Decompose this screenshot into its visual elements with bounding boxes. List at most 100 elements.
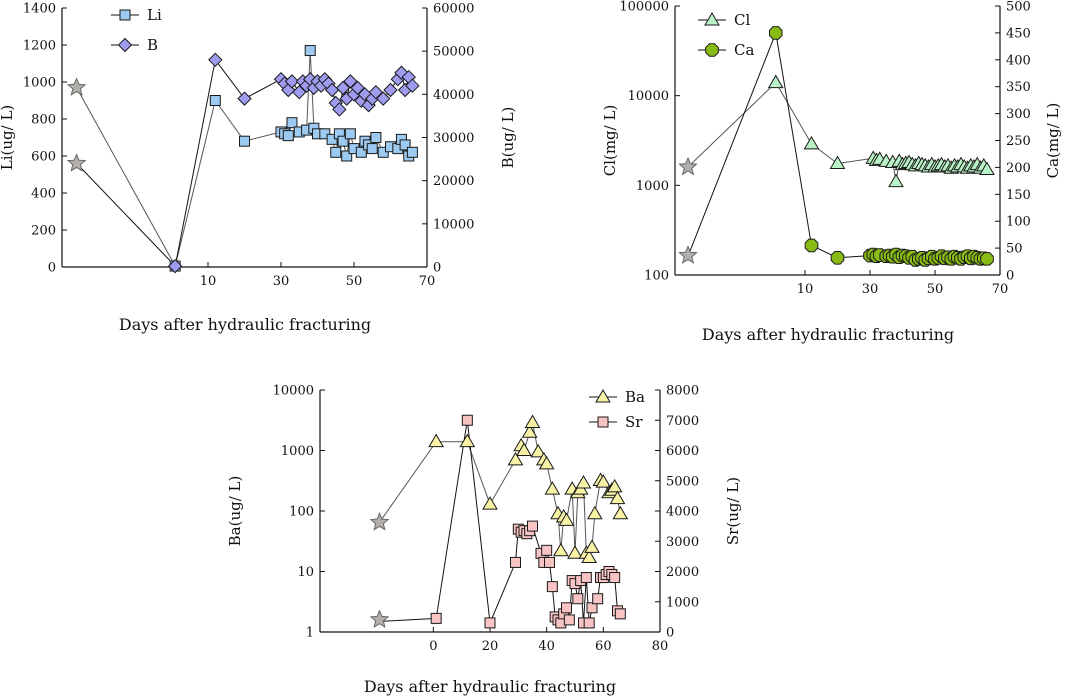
- x-tick-label: 20: [482, 639, 499, 654]
- right-tick-label: 4000: [666, 505, 699, 520]
- data-point-ca: [769, 26, 783, 40]
- background-star-point: [66, 153, 87, 172]
- right-tick-label: 0: [666, 626, 674, 641]
- data-point-ba: [507, 451, 524, 466]
- right-tick-label: 2000: [666, 565, 699, 580]
- data-point-cl: [888, 173, 904, 188]
- left-axis-title: Ba(ug/ L): [226, 476, 244, 547]
- data-point-li: [326, 133, 338, 145]
- data-point-sr: [563, 614, 575, 626]
- data-point-b: [284, 74, 300, 89]
- right-tick-label: 6000: [666, 444, 699, 459]
- left-tick-label: 400: [31, 187, 56, 202]
- left-tick-label: 1000: [23, 76, 56, 91]
- left-tick-label: 1200: [23, 39, 56, 54]
- legend-label-ca: Ca: [734, 41, 754, 59]
- data-point-sr: [544, 556, 555, 568]
- right-tick-label: 60000: [433, 2, 474, 17]
- right-tick-label: 8000: [666, 384, 699, 399]
- right-tick-label: 1000: [666, 595, 699, 610]
- right-tick-label: 20000: [433, 174, 474, 189]
- background-star-point: [369, 609, 390, 628]
- right-tick-label: 300: [1006, 107, 1031, 122]
- left-tick-label: 10000: [273, 384, 314, 399]
- data-point-b: [368, 84, 384, 100]
- data-point-b: [405, 78, 420, 93]
- x-tick-label: 50: [927, 282, 944, 297]
- x-axis-title: Days after hydraulic fracturing: [119, 315, 371, 334]
- left-tick-label: 1000: [281, 444, 314, 459]
- background-star-point: [678, 245, 698, 264]
- data-point-ba: [558, 512, 575, 526]
- left-tick-label: 100000: [619, 0, 669, 15]
- chart-cl-ca: 100 1000 10000 100000 0 50 100 150 200 250 300 350 4…: [601, 0, 1062, 344]
- data-point-ba: [552, 542, 569, 557]
- x-tick-label: 0: [429, 639, 437, 654]
- x-tick-label: 10: [797, 282, 814, 297]
- background-star-point: [66, 77, 87, 96]
- data-point-li: [341, 150, 353, 162]
- data-point-b: [350, 80, 365, 96]
- right-tick-label: 150: [1006, 188, 1031, 203]
- data-point-li: [304, 45, 316, 57]
- data-point-ba: [538, 455, 555, 470]
- data-point-b: [208, 52, 223, 68]
- left-tick-label: 1: [306, 626, 314, 641]
- data-point-li: [406, 146, 418, 158]
- data-point-b: [332, 102, 347, 117]
- data-point-sr: [583, 617, 595, 629]
- right-tick-label: 3000: [666, 535, 699, 550]
- data-point-ca: [980, 252, 994, 266]
- right-tick-label: 100: [1006, 215, 1031, 230]
- data-point-li: [282, 130, 294, 142]
- right-axis-title: Ca(mg/ L): [1044, 103, 1062, 179]
- right-axis-title: Sr(ug/ L): [724, 477, 742, 545]
- data-point-ba: [521, 424, 538, 438]
- right-tick-label: 0: [433, 261, 441, 276]
- data-point-b: [343, 74, 358, 89]
- data-point-li: [286, 117, 298, 129]
- legend-label-li: Li: [147, 6, 162, 24]
- data-point-b: [167, 258, 183, 274]
- left-tick-label: 1400: [23, 2, 56, 17]
- x-axis-title: Days after hydraulic fracturing: [702, 325, 954, 344]
- data-point-sr: [541, 544, 553, 556]
- data-point-sr: [430, 612, 442, 624]
- data-point-sr: [586, 602, 598, 614]
- data-point-li: [209, 95, 221, 106]
- series-line-sr: [379, 420, 621, 625]
- data-point-ba: [516, 442, 532, 456]
- background-star-point: [369, 511, 390, 531]
- right-tick-label: 350: [1006, 80, 1031, 95]
- data-point-ba: [575, 475, 592, 489]
- left-axis-title: Li(ug/ L): [0, 105, 16, 171]
- left-tick-label: 100: [644, 269, 669, 284]
- left-tick-label: 600: [31, 150, 56, 165]
- left-tick-label: 1000: [636, 179, 669, 194]
- x-tick-label: 40: [538, 639, 555, 654]
- data-point-cl: [803, 135, 820, 150]
- right-tick-label: 200: [1006, 161, 1031, 176]
- data-point-sr: [614, 608, 626, 620]
- data-point-sr: [580, 572, 592, 584]
- data-point-ba: [530, 443, 547, 458]
- x-tick-label: 10: [200, 274, 217, 289]
- data-point-b: [383, 82, 398, 98]
- left-tick-label: 200: [31, 224, 56, 239]
- data-point-ba: [459, 433, 476, 448]
- data-point-ba: [482, 496, 498, 510]
- x-tick-label: 50: [346, 274, 363, 289]
- data-point-cl: [767, 74, 784, 89]
- data-point-li: [366, 143, 378, 155]
- data-point-ca: [804, 238, 819, 253]
- right-tick-label: 250: [1006, 134, 1031, 149]
- data-point-ba: [584, 539, 600, 553]
- background-star-point: [678, 156, 698, 176]
- series-line-ca: [687, 31, 988, 261]
- data-point-b: [237, 91, 252, 106]
- series-line-li: [76, 50, 413, 268]
- data-point-ba: [606, 478, 623, 493]
- left-tick-label: 10: [297, 565, 314, 580]
- data-point-li: [344, 128, 356, 140]
